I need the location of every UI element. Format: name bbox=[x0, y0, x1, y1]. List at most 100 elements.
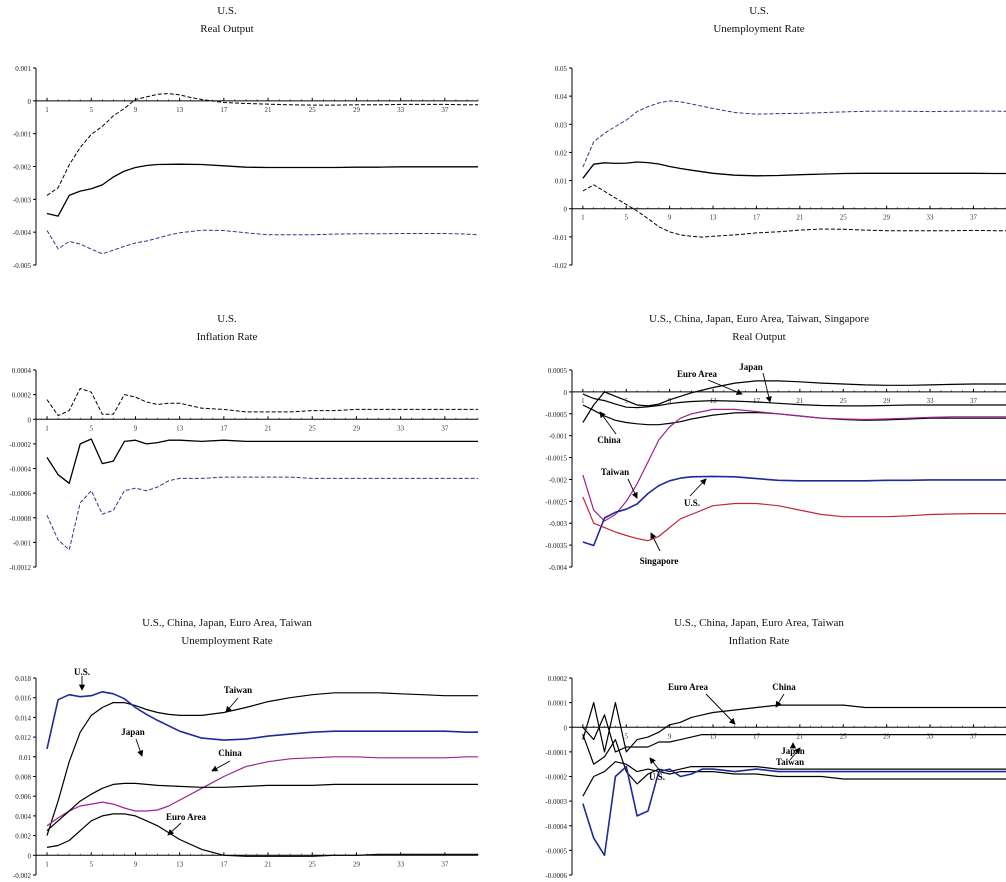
x-tick-label: 21 bbox=[796, 214, 804, 222]
y-tick-label: -0.0004 bbox=[545, 823, 567, 831]
annotation-arrow bbox=[775, 693, 785, 708]
series-line bbox=[46, 690, 478, 750]
chart-panel: U.S., China, Japan, Euro Area, Taiwan Une… bbox=[13, 617, 479, 880]
x-tick-label: 17 bbox=[220, 860, 228, 868]
x-tick-label: 17 bbox=[220, 106, 228, 114]
annotation-arrow bbox=[789, 747, 801, 761]
y-tick-label: -0.001 bbox=[13, 539, 32, 547]
x-tick-label: 37 bbox=[441, 860, 449, 868]
series-line bbox=[582, 701, 1006, 753]
x-tick-label: 17 bbox=[753, 214, 761, 222]
x-tick-label: 33 bbox=[397, 106, 405, 114]
y-tick-label: 0.008 bbox=[15, 774, 31, 782]
y-tick-label: 0.0001 bbox=[548, 700, 568, 708]
chart-title: Real Output bbox=[200, 23, 253, 35]
y-tick-label: -0.0004 bbox=[9, 466, 31, 474]
annotation-arrow bbox=[649, 757, 661, 772]
y-tick-label: -0.0012 bbox=[9, 564, 31, 572]
x-tick-label: 25 bbox=[309, 424, 317, 432]
chart-panel: U.S., China, Japan, Euro Area, Taiwan Inf… bbox=[545, 617, 1006, 880]
y-tick-label: 0.05 bbox=[555, 65, 568, 73]
annotation-label: U.S. bbox=[649, 772, 665, 782]
x-tick-label: 29 bbox=[353, 424, 361, 432]
x-tick-label: 25 bbox=[840, 397, 848, 405]
annotation-label: China bbox=[218, 748, 242, 758]
x-tick-label: 37 bbox=[970, 397, 978, 405]
y-tick-label: -0.0005 bbox=[545, 847, 567, 855]
y-tick-label: -0.0025 bbox=[545, 498, 567, 506]
x-tick-label: 17 bbox=[753, 732, 761, 740]
y-tick-label: -0.0006 bbox=[9, 490, 31, 498]
y-tick-label: -0.0005 bbox=[545, 411, 567, 419]
series-line bbox=[46, 388, 478, 417]
x-tick-label: 21 bbox=[265, 860, 273, 868]
y-tick-label: 0 bbox=[28, 416, 32, 424]
x-tick-label: 33 bbox=[927, 732, 935, 740]
x-tick-label: 29 bbox=[353, 106, 361, 114]
y-tick-label: 0.002 bbox=[15, 833, 31, 841]
y-tick-label: -0.02 bbox=[552, 262, 567, 270]
series-line bbox=[582, 408, 1006, 522]
series-line bbox=[582, 184, 1006, 238]
annotation-arrow bbox=[167, 822, 182, 836]
y-tick-label: -0.0008 bbox=[9, 515, 31, 523]
y-tick-label: 0.016 bbox=[15, 695, 31, 703]
x-tick-label: 9 bbox=[134, 106, 138, 114]
annotation-label: Euro Area bbox=[668, 682, 708, 692]
y-tick-label: 0.02 bbox=[555, 149, 568, 157]
chart-title: Inflation Rate bbox=[197, 331, 258, 343]
x-tick-label: 13 bbox=[176, 860, 184, 868]
y-tick-label: -0.004 bbox=[549, 564, 568, 572]
x-tick-label: 33 bbox=[927, 397, 935, 405]
x-tick-label: 1 bbox=[45, 106, 49, 114]
y-tick-label: 0.004 bbox=[15, 813, 31, 821]
y-tick-label: -0.002 bbox=[13, 164, 32, 172]
x-tick-label: 29 bbox=[883, 214, 891, 222]
chart-title: U.S. bbox=[217, 5, 237, 17]
annotation-label: Taiwan bbox=[601, 467, 629, 477]
x-tick-label: 37 bbox=[441, 106, 449, 114]
x-tick-label: 29 bbox=[883, 732, 891, 740]
chart-title: U.S., China, Japan, Euro Area, Taiwan bbox=[674, 617, 844, 629]
series-line bbox=[46, 93, 478, 196]
x-tick-label: 13 bbox=[176, 106, 184, 114]
series-line bbox=[46, 163, 478, 217]
chart-panel: U.S. Unemployment Rate 0.05 0.04 0.03 0.02 0.0… bbox=[552, 5, 1006, 270]
annotation-label: China bbox=[772, 682, 796, 692]
x-tick-label: 1 bbox=[581, 397, 585, 405]
chart-title: Unemployment Rate bbox=[713, 23, 804, 35]
y-tick-label: 0.0002 bbox=[12, 392, 32, 400]
chart-title: U.S. bbox=[217, 313, 237, 325]
y-tick-label: -0.0015 bbox=[545, 455, 567, 463]
x-tick-label: 37 bbox=[970, 214, 978, 222]
y-tick-label: 0.0005 bbox=[548, 367, 568, 375]
y-tick-label: 0.01 bbox=[19, 754, 32, 762]
y-tick-label: 0 bbox=[28, 98, 32, 106]
x-tick-label: 9 bbox=[134, 860, 138, 868]
x-tick-label: 17 bbox=[753, 397, 761, 405]
x-tick-label: 5 bbox=[90, 106, 94, 114]
y-tick-label: -0.0006 bbox=[545, 872, 567, 880]
series-line bbox=[582, 765, 1006, 857]
y-tick-label: 0.001 bbox=[15, 65, 31, 73]
x-tick-label: 25 bbox=[309, 860, 317, 868]
x-tick-label: 5 bbox=[90, 860, 94, 868]
x-tick-label: 33 bbox=[927, 214, 935, 222]
annotation-label: Taiwan bbox=[224, 685, 252, 695]
x-tick-label: 5 bbox=[625, 732, 629, 740]
annotation-arrow bbox=[225, 697, 239, 713]
series-line bbox=[582, 496, 1006, 542]
y-tick-label: -0.002 bbox=[549, 476, 568, 484]
x-tick-label: 25 bbox=[840, 214, 848, 222]
annotation-label: Singapore bbox=[640, 556, 679, 566]
series-line bbox=[582, 714, 1006, 753]
chart-title: U.S., China, Japan, Euro Area, Taiwan bbox=[142, 617, 312, 629]
y-tick-label: 0 bbox=[564, 389, 568, 397]
series-line bbox=[582, 100, 1006, 168]
x-tick-label: 25 bbox=[840, 732, 848, 740]
x-tick-label: 9 bbox=[668, 214, 672, 222]
annotation-arrow bbox=[135, 738, 144, 757]
y-tick-label: 0.0002 bbox=[548, 675, 568, 683]
x-tick-label: 1 bbox=[45, 424, 49, 432]
